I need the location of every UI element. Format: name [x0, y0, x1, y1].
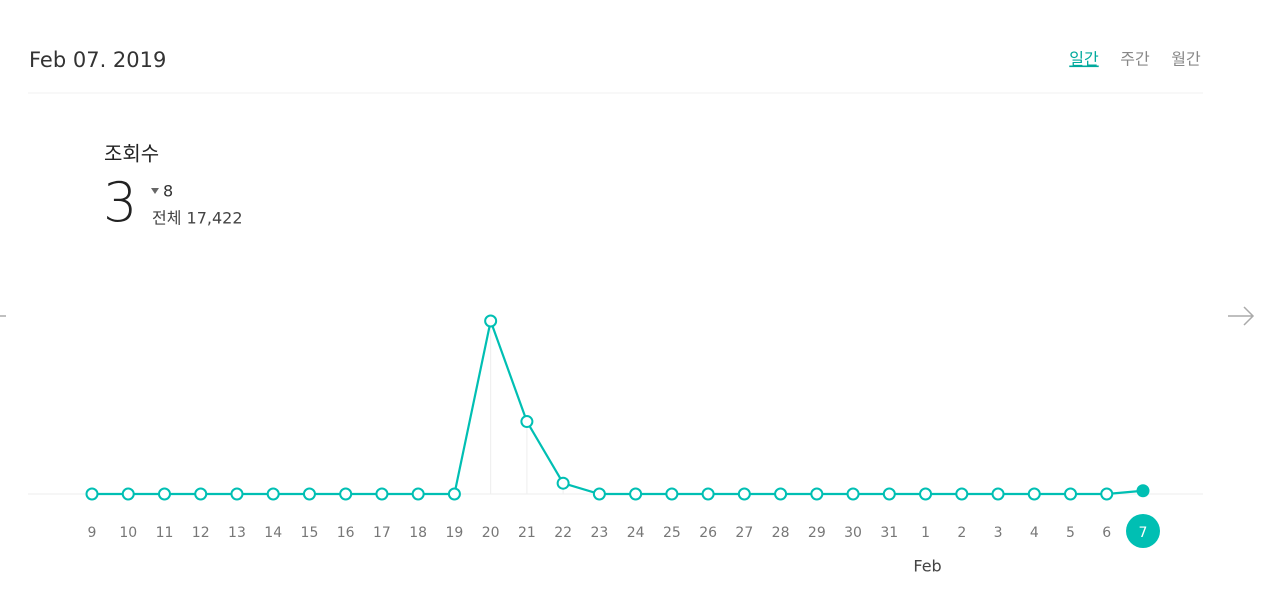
- x-tick-label: 29: [808, 525, 826, 541]
- point: [1100, 487, 1114, 501]
- x-tick-label: 3: [994, 525, 1003, 541]
- point: [810, 487, 824, 501]
- x-tick-label: 13: [228, 525, 246, 541]
- x-tick-label: 21: [518, 525, 536, 541]
- point: [592, 487, 606, 501]
- point: [339, 487, 353, 501]
- point: [955, 487, 969, 501]
- x-tick-label: 18: [409, 525, 427, 541]
- point: [85, 487, 99, 501]
- down-triangle: [151, 188, 159, 194]
- x-tick-label: 25: [663, 525, 681, 541]
- x-tick-label: 23: [590, 525, 608, 541]
- x-tick-label: 7: [1139, 525, 1148, 541]
- x-tick-label: 20: [482, 525, 500, 541]
- x-tick-label: 28: [772, 525, 790, 541]
- point: [230, 487, 244, 501]
- point: [737, 487, 751, 501]
- point: [266, 487, 280, 501]
- x-tick-label: 5: [1066, 525, 1075, 541]
- point: [194, 487, 208, 501]
- x-tick-label: 27: [735, 525, 753, 541]
- point: [1064, 487, 1078, 501]
- stat-label: 조회수: [104, 142, 159, 166]
- x-tick-label: 1: [921, 525, 930, 541]
- x-tick-label: 10: [119, 525, 137, 541]
- point: [1136, 484, 1150, 498]
- date-title: Feb 07. 2019: [29, 48, 166, 72]
- month-label: Feb: [913, 557, 941, 576]
- stat-value: 3: [103, 171, 137, 234]
- point: [411, 487, 425, 501]
- x-tick-label: 19: [445, 525, 463, 541]
- x-tick-label: 14: [264, 525, 282, 541]
- point: [846, 487, 860, 501]
- x-tick-label: 24: [627, 525, 645, 541]
- tab-daily[interactable]: 일간: [1069, 50, 1099, 69]
- x-tick-label: 22: [554, 525, 572, 541]
- x-tick-label: 12: [192, 525, 210, 541]
- x-tick-label: 30: [844, 525, 862, 541]
- x-tick-label: 2: [957, 525, 966, 541]
- point: [520, 415, 534, 429]
- point: [774, 487, 788, 501]
- selected-day: [1126, 514, 1160, 548]
- point: [701, 487, 715, 501]
- point: [121, 487, 135, 501]
- x-tick-label: 15: [301, 525, 319, 541]
- x-tick-label: 16: [337, 525, 355, 541]
- point: [919, 487, 933, 501]
- point: [157, 487, 171, 501]
- point: [665, 487, 679, 501]
- stat-change: 8: [163, 182, 173, 201]
- x-tick-label: 9: [88, 525, 97, 541]
- plot: 9 10 11 12 13 14 15 16 17 18 19 20 21 22 23 24 25 26 27 28 2…: [85, 314, 1160, 576]
- x-tick-label: 17: [373, 525, 391, 541]
- line: [92, 316, 1144, 496]
- x-tick-label: 31: [880, 525, 898, 541]
- stat-total: 전체 17,422: [152, 209, 243, 228]
- next-arrow[interactable]: [1228, 306, 1255, 326]
- point: [1027, 487, 1041, 501]
- tab-weekly[interactable]: 주간: [1120, 50, 1150, 69]
- point: [882, 487, 896, 501]
- point: [447, 487, 461, 501]
- point: [556, 476, 570, 490]
- x-tick-label: 4: [1030, 525, 1039, 541]
- x-tick-label: 11: [156, 525, 174, 541]
- tab-monthly[interactable]: 월간: [1171, 50, 1201, 69]
- x-tick-label: 26: [699, 525, 717, 541]
- point: [629, 487, 643, 501]
- point: [484, 314, 498, 328]
- x-tick-label: 6: [1102, 525, 1111, 541]
- point: [302, 487, 316, 501]
- point: [375, 487, 389, 501]
- point: [991, 487, 1005, 501]
